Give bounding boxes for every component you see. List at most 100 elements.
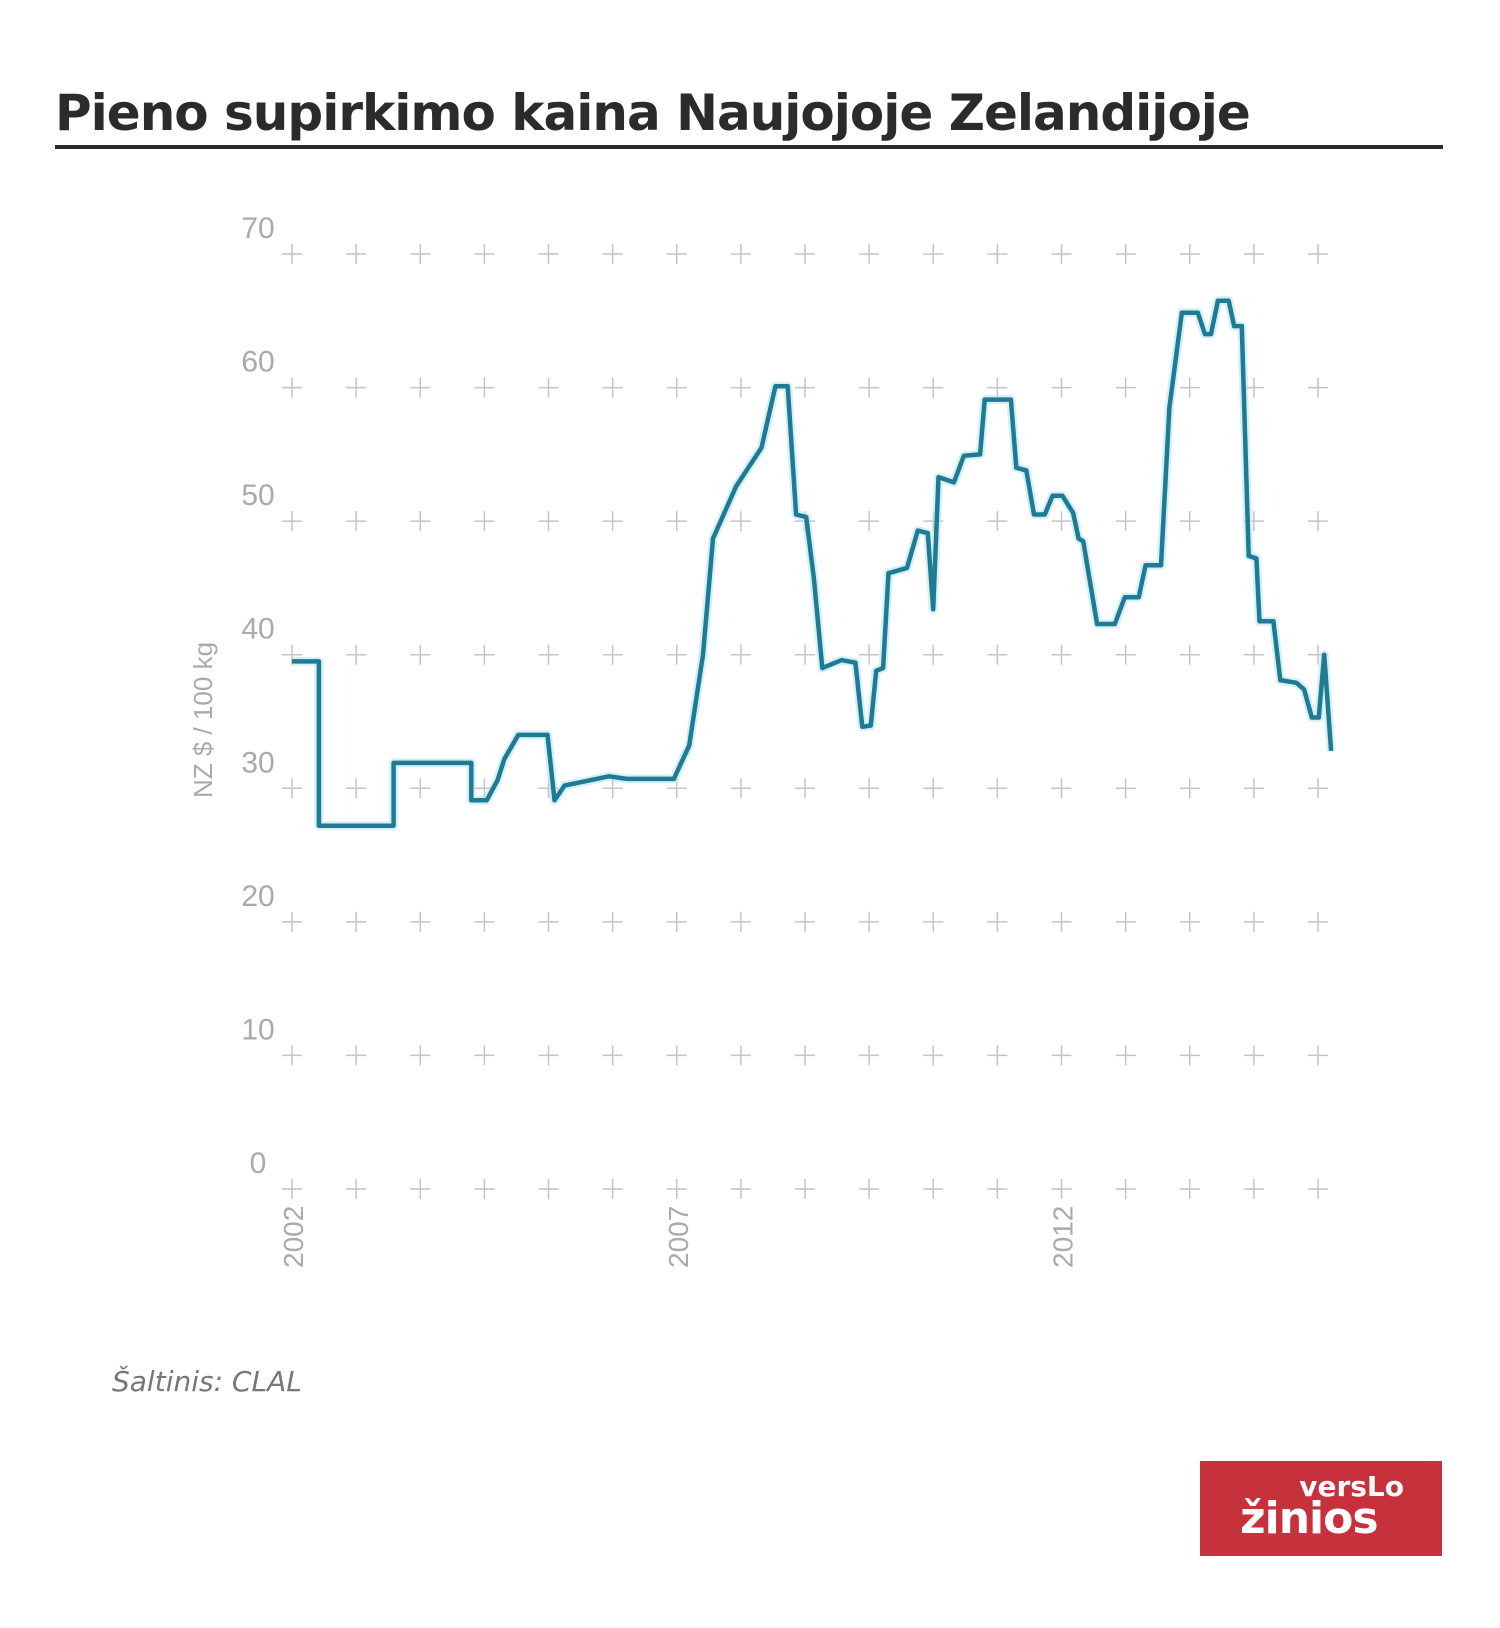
grid-cross xyxy=(730,244,751,264)
grid-cross xyxy=(730,377,751,398)
grid-cross xyxy=(410,644,431,665)
grid-cross xyxy=(538,1045,559,1066)
grid-cross xyxy=(1243,244,1264,264)
grid-cross xyxy=(795,377,815,398)
grid-cross xyxy=(1243,644,1264,665)
grid-cross xyxy=(1308,377,1328,398)
grid-cross xyxy=(1308,511,1328,532)
grid-cross xyxy=(282,244,302,264)
grid-cross xyxy=(1115,911,1136,932)
grid-cross xyxy=(474,511,495,532)
y-tick-label: 10 xyxy=(241,1013,274,1046)
grid-cross xyxy=(730,778,751,799)
grid-cross xyxy=(602,377,623,398)
grid-cross xyxy=(666,1045,687,1066)
grid-cross xyxy=(923,911,944,932)
grid-cross xyxy=(346,511,367,532)
grid-cross xyxy=(730,511,751,532)
grid-cross xyxy=(346,244,367,264)
x-tick-label: 2012 xyxy=(1048,1206,1079,1268)
grid-cross xyxy=(1179,644,1200,665)
grid-cross xyxy=(923,1179,944,1199)
grid-cross xyxy=(859,244,880,264)
grid-cross xyxy=(538,1179,559,1199)
grid-cross xyxy=(1051,1179,1072,1199)
grid-cross xyxy=(1179,244,1200,264)
grid-cross xyxy=(474,244,495,264)
grid-cross xyxy=(795,244,815,264)
grid-cross xyxy=(1243,1179,1264,1199)
grid-cross xyxy=(1115,377,1136,398)
grid-cross xyxy=(859,778,880,799)
grid-cross xyxy=(410,1045,431,1066)
y-tick-label: 70 xyxy=(241,212,274,245)
y-axis-label: NZ $ / 100 kg xyxy=(188,642,218,798)
grid-cross xyxy=(346,911,367,932)
grid-cross xyxy=(666,511,687,532)
grid-cross xyxy=(923,377,944,398)
grid-cross xyxy=(923,244,944,264)
grid-cross xyxy=(474,644,495,665)
grid-cross xyxy=(1179,1045,1200,1066)
grid-cross xyxy=(730,644,751,665)
grid-cross xyxy=(282,778,302,799)
grid-cross xyxy=(730,1179,751,1199)
grid-cross xyxy=(730,911,751,932)
grid-cross xyxy=(1308,911,1328,932)
grid-cross xyxy=(1115,778,1136,799)
grid-cross xyxy=(1308,1045,1328,1066)
grid-cross xyxy=(1179,511,1200,532)
versli-zinios-logo: versLo žinios xyxy=(1200,1461,1442,1556)
grid-cross xyxy=(410,1179,431,1199)
y-tick-label: 0 xyxy=(250,1147,267,1180)
grid-cross xyxy=(923,1045,944,1066)
grid-cross xyxy=(474,1045,495,1066)
grid-cross xyxy=(410,778,431,799)
grid-cross xyxy=(538,244,559,264)
grid-cross xyxy=(666,911,687,932)
grid-cross xyxy=(602,1045,623,1066)
grid-cross xyxy=(730,1045,751,1066)
y-tick-label: 30 xyxy=(241,746,274,779)
grid-cross xyxy=(923,644,944,665)
grid-cross xyxy=(346,644,367,665)
grid-cross xyxy=(1308,1179,1328,1199)
grid-cross xyxy=(602,511,623,532)
y-tick-label: 40 xyxy=(241,613,274,646)
x-tick-label: 2007 xyxy=(663,1206,694,1268)
grid-cross xyxy=(538,911,559,932)
title-underline xyxy=(55,145,1443,149)
grid-cross xyxy=(1051,644,1072,665)
x-tick-label: 2002 xyxy=(278,1206,309,1268)
grid-cross xyxy=(987,778,1008,799)
grid-cross xyxy=(859,644,880,665)
grid-cross xyxy=(410,244,431,264)
grid-cross xyxy=(923,778,944,799)
grid-cross xyxy=(666,377,687,398)
logo-text-top: versLo xyxy=(1299,1470,1404,1503)
grid-cross xyxy=(282,377,302,398)
grid-cross xyxy=(1179,911,1200,932)
grid-cross xyxy=(602,244,623,264)
grid-cross xyxy=(1179,778,1200,799)
grid-cross xyxy=(795,778,815,799)
grid-cross xyxy=(1051,1045,1072,1066)
grid-cross xyxy=(474,911,495,932)
source-note: Šaltinis: CLAL xyxy=(112,1365,302,1398)
grid-cross xyxy=(859,911,880,932)
grid-cross xyxy=(1243,911,1264,932)
grid-cross xyxy=(282,511,302,532)
grid-cross xyxy=(987,911,1008,932)
grid-cross xyxy=(987,511,1008,532)
grid-cross xyxy=(1115,511,1136,532)
grid-cross xyxy=(987,244,1008,264)
grid-cross xyxy=(666,244,687,264)
grid-cross xyxy=(987,377,1008,398)
grid-cross xyxy=(538,377,559,398)
grid-cross xyxy=(1308,244,1328,264)
grid-cross xyxy=(987,1045,1008,1066)
grid-cross xyxy=(1179,1179,1200,1199)
grid-cross xyxy=(282,1045,302,1066)
grid-cross xyxy=(538,511,559,532)
grid-cross xyxy=(859,377,880,398)
